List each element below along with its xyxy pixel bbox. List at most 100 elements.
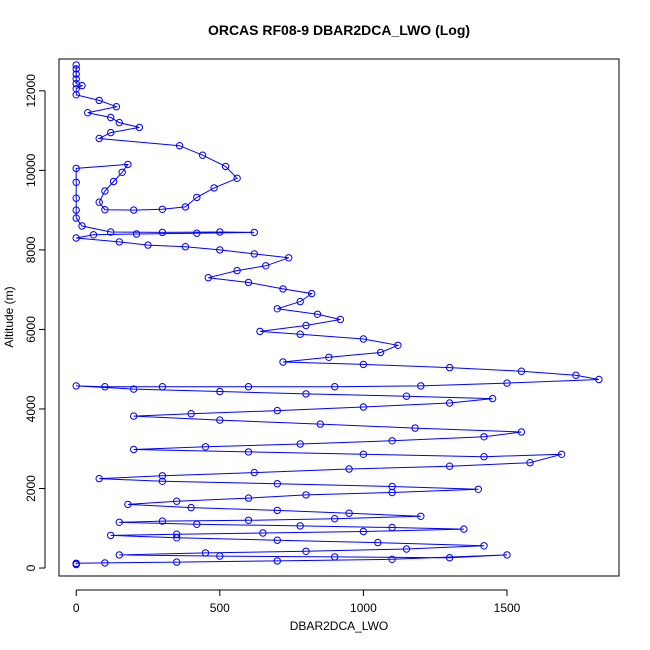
data-point — [480, 453, 488, 461]
data-point — [388, 523, 396, 532]
data-point — [204, 274, 213, 282]
data-point — [78, 222, 86, 230]
data-point — [316, 420, 324, 428]
data-point — [132, 230, 141, 238]
data-point — [95, 96, 103, 105]
data-point — [480, 542, 488, 550]
x-tick-label: 0 — [73, 601, 80, 615]
data-point — [296, 297, 304, 306]
data-point — [503, 551, 511, 559]
data-point — [101, 383, 109, 391]
data-point — [72, 178, 80, 187]
data-point — [345, 465, 353, 473]
data-point — [359, 450, 368, 458]
data-point — [517, 367, 526, 375]
y-tick-label: 8000 — [24, 236, 38, 263]
data-point — [72, 214, 80, 222]
data-point — [402, 545, 411, 553]
data-point — [89, 231, 98, 239]
data-point — [572, 371, 580, 379]
data-point — [302, 390, 310, 398]
plot-area-frame — [58, 58, 620, 577]
data-point — [359, 335, 368, 343]
data-point — [130, 445, 138, 454]
data-point — [107, 228, 115, 236]
data-point — [331, 383, 339, 391]
data-point — [72, 70, 80, 78]
data-point — [201, 549, 210, 557]
data-point — [144, 241, 152, 249]
data-point — [285, 254, 293, 262]
series-line — [75, 65, 599, 565]
data-point — [101, 559, 109, 567]
data-point — [474, 485, 482, 493]
data-point — [517, 428, 526, 436]
data-point — [72, 65, 80, 73]
data-point — [262, 262, 270, 270]
data-point — [95, 134, 103, 143]
data-point — [115, 551, 124, 559]
data-point — [359, 527, 368, 536]
data-point — [250, 468, 259, 477]
data-point — [359, 360, 368, 369]
data-point — [72, 194, 80, 202]
data-point — [325, 353, 333, 361]
data-point — [187, 503, 195, 512]
data-point — [216, 228, 224, 236]
data-point — [250, 250, 259, 258]
data-point — [175, 142, 184, 150]
data-point — [115, 238, 124, 246]
data-point — [193, 193, 201, 202]
data-point — [107, 113, 115, 122]
data-point — [216, 387, 224, 396]
data-point — [388, 555, 396, 563]
data-point — [233, 174, 241, 183]
data-point — [158, 477, 167, 485]
data-point — [388, 488, 396, 497]
data-point — [273, 406, 281, 415]
data-point — [374, 538, 382, 547]
data-point — [503, 379, 511, 387]
data-point — [411, 424, 419, 432]
data-point — [345, 509, 353, 517]
data-point — [95, 474, 103, 483]
data-point — [279, 285, 287, 293]
data-point — [302, 321, 310, 330]
x-tick-label: 1000 — [350, 601, 377, 615]
data-point — [273, 557, 281, 565]
data-point — [201, 443, 210, 451]
data-point — [336, 315, 345, 324]
data-point — [173, 534, 181, 542]
data-point — [488, 394, 497, 403]
data-point — [118, 168, 126, 177]
data-point — [460, 525, 468, 533]
data-point — [124, 160, 132, 169]
x-tick-label: 500 — [210, 601, 230, 615]
data-point — [109, 177, 118, 186]
x-axis-label: DBAR2DCA_LWO — [290, 619, 388, 633]
y-tick-label: 6000 — [24, 316, 38, 343]
data-point — [216, 552, 224, 560]
data-point — [158, 383, 167, 391]
data-point — [72, 234, 80, 242]
data-point — [595, 375, 603, 384]
data-point — [244, 516, 253, 524]
y-tick-label: 0 — [24, 564, 38, 571]
data-point — [107, 128, 115, 137]
series-layer — [72, 61, 603, 569]
data-point — [95, 198, 103, 206]
data-point — [124, 500, 132, 509]
data-point — [193, 229, 201, 237]
data-point — [244, 494, 253, 502]
data-point — [480, 433, 488, 441]
data-point — [78, 81, 86, 90]
data-point — [402, 392, 411, 400]
data-point — [193, 520, 201, 528]
data-point — [72, 206, 80, 214]
data-point — [84, 109, 92, 117]
data-point — [279, 358, 287, 366]
data-point — [135, 123, 144, 132]
data-point — [445, 554, 454, 562]
data-point — [107, 531, 115, 540]
